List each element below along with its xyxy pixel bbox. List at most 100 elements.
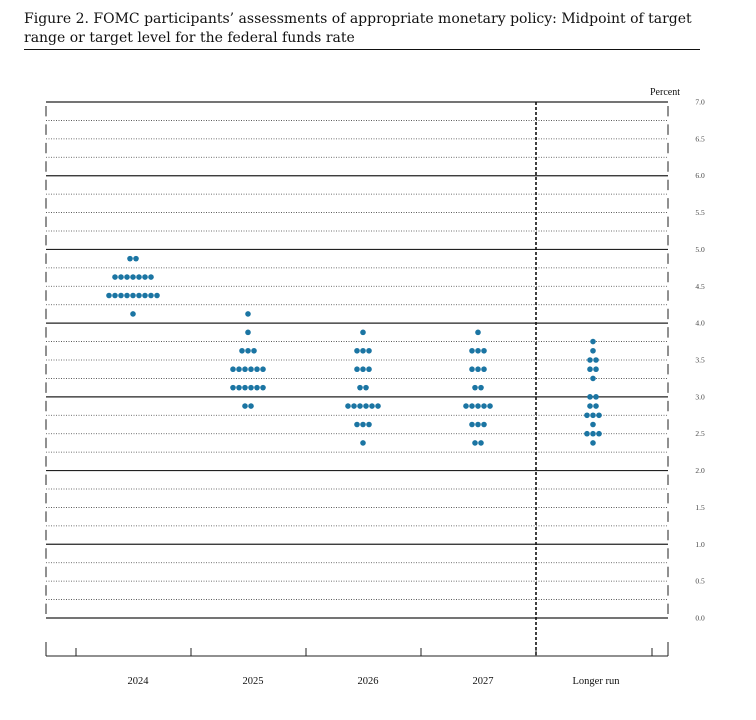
dot (354, 421, 360, 428)
dot (345, 403, 351, 409)
dot (248, 366, 254, 373)
dot (475, 366, 481, 373)
dot (590, 347, 596, 354)
dot (596, 430, 602, 437)
dot (142, 292, 148, 299)
dot (590, 430, 596, 437)
dot (481, 366, 487, 373)
dot (354, 347, 360, 354)
dot (242, 403, 248, 409)
dot (142, 274, 148, 280)
dot (366, 421, 372, 428)
y-tick-label: 4.0 (695, 319, 705, 328)
x-tick-label: Longer run (573, 676, 621, 687)
dot (481, 403, 487, 409)
dot (260, 366, 266, 373)
dots (106, 255, 602, 446)
x-tick-label: 2026 (358, 676, 379, 687)
dot (245, 329, 251, 336)
y-tick-label: 2.5 (695, 429, 705, 438)
dot (236, 366, 242, 373)
dot (587, 366, 593, 373)
dot (112, 274, 118, 280)
dot (360, 366, 366, 373)
dot (475, 421, 481, 428)
dot (587, 357, 593, 363)
dot (136, 274, 142, 280)
dot (236, 384, 242, 391)
y-tick-label: 0.0 (695, 614, 705, 623)
dot (242, 366, 248, 373)
y-tick-label: 3.5 (695, 356, 705, 365)
dot (360, 440, 366, 446)
dot (469, 347, 475, 354)
dot (369, 403, 375, 409)
dot (481, 347, 487, 354)
dot (469, 421, 475, 428)
dot (593, 403, 599, 409)
dot (478, 384, 484, 391)
dot (124, 292, 130, 299)
dot (248, 403, 254, 409)
dot (469, 403, 475, 409)
y-tick-label: 5.5 (695, 208, 705, 217)
dot (154, 292, 160, 299)
dot (584, 412, 590, 419)
x-tick-label: 2027 (473, 676, 494, 687)
dot (357, 403, 363, 409)
dot (487, 403, 493, 409)
dot (360, 347, 366, 354)
dot (251, 347, 257, 354)
dot (127, 255, 133, 262)
title-rule (24, 49, 700, 50)
dot (230, 366, 236, 373)
dot (587, 403, 593, 409)
dot (475, 347, 481, 354)
dot (254, 384, 260, 391)
y-tick-label: 5.0 (695, 245, 705, 254)
dot (590, 421, 596, 428)
dot (481, 421, 487, 428)
dot (148, 292, 154, 299)
gridlines (46, 101, 668, 619)
dot (363, 403, 369, 409)
dot (366, 347, 372, 354)
y-tick-label: 1.0 (695, 540, 705, 549)
dot (124, 274, 130, 280)
dot (130, 311, 136, 317)
y-tick-label: 4.5 (695, 282, 705, 291)
dot (375, 403, 381, 409)
dot (463, 403, 469, 409)
unit-label: Percent (650, 87, 680, 98)
dot (584, 430, 590, 437)
dot (106, 292, 112, 299)
dot (136, 292, 142, 299)
dot (587, 394, 593, 400)
y-tick-label: 6.5 (695, 134, 705, 143)
dot (351, 403, 357, 409)
dot (242, 384, 248, 391)
x-tick-label: 2024 (128, 676, 150, 687)
dot (596, 412, 602, 419)
y-tick-label: 0.5 (695, 577, 705, 586)
dot (354, 366, 360, 373)
y-tick-label: 7.0 (695, 98, 705, 107)
y-tick-label: 3.0 (695, 392, 705, 401)
y-tick-label: 2.0 (695, 466, 705, 475)
dot (239, 347, 245, 354)
dot (360, 421, 366, 428)
dot (366, 366, 372, 373)
axes (45, 102, 669, 657)
dot (130, 274, 136, 280)
dot (260, 384, 266, 391)
dot (469, 366, 475, 373)
dot (357, 384, 363, 391)
dot (590, 375, 596, 382)
dot (363, 384, 369, 391)
dot (475, 403, 481, 409)
dot (590, 338, 596, 345)
dot (593, 394, 599, 400)
dot (475, 329, 481, 336)
y-tick-label: 6.0 (695, 171, 705, 180)
